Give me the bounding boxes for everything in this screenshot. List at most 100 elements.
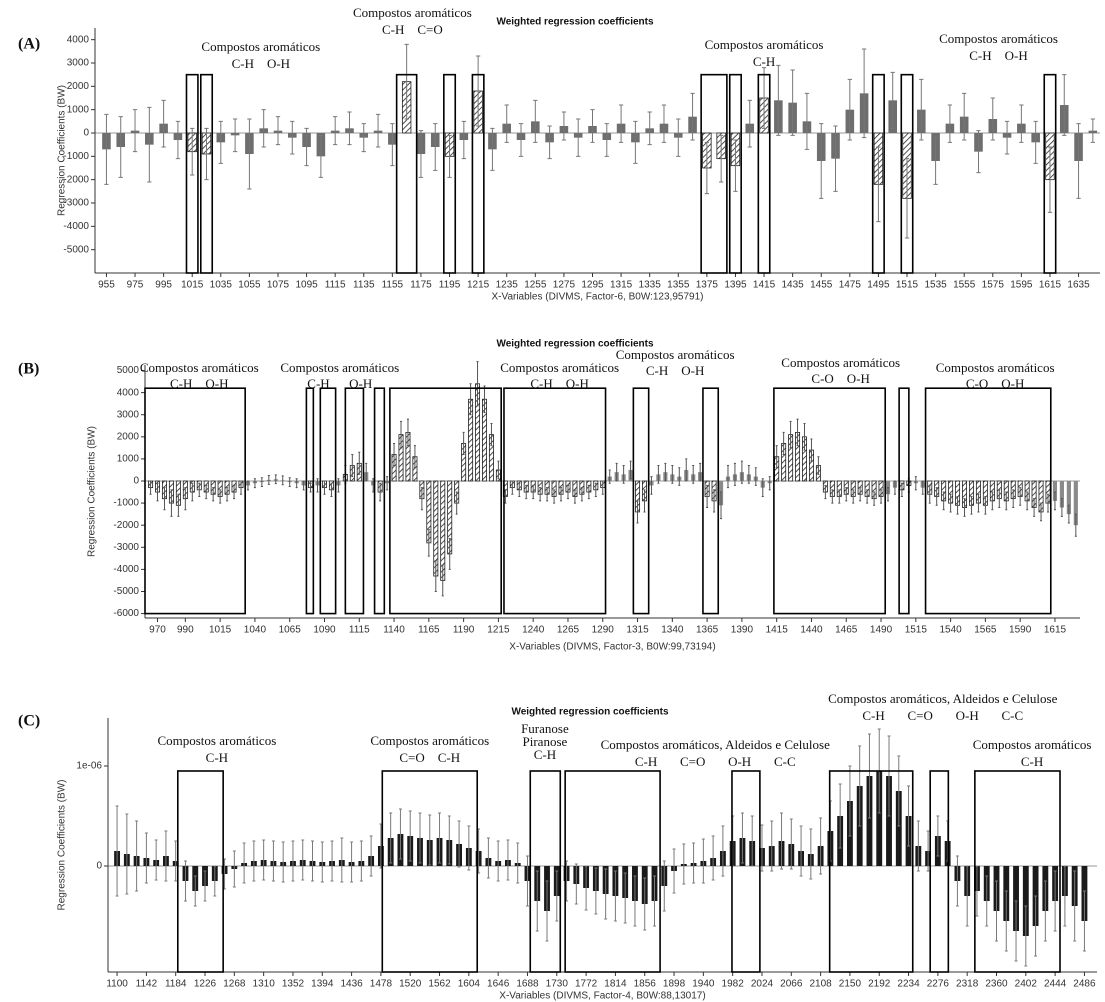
annotation: Compostos aromáticos <box>936 360 1055 375</box>
x-tick-label: 1015 <box>181 280 204 291</box>
x-tick-label: 1590 <box>1009 625 1032 636</box>
error-bar <box>198 482 201 497</box>
error-bar <box>690 92 695 141</box>
error-bar <box>662 860 666 912</box>
error-bar <box>447 815 451 865</box>
x-tick-label: 1355 <box>667 280 690 291</box>
error-bar <box>760 824 764 872</box>
error-bar <box>699 462 702 482</box>
error-bar <box>936 815 940 857</box>
error-bar <box>623 872 627 924</box>
annotation: C-H O-H <box>530 376 589 391</box>
error-bar <box>618 104 624 143</box>
error-bar <box>887 735 891 817</box>
x-tick-label: 1310 <box>253 979 276 990</box>
error-bar <box>154 839 158 881</box>
highlight-box <box>443 73 457 274</box>
bar <box>1066 481 1071 515</box>
error-bar <box>420 487 423 511</box>
error-bar <box>535 870 539 932</box>
error-bar <box>316 478 319 493</box>
x-tick-label: 1475 <box>839 280 862 291</box>
x-tick-label: 1065 <box>279 625 302 636</box>
error-bar <box>302 480 305 491</box>
highlight-box <box>305 387 315 615</box>
y-tick-label: -4000 <box>113 564 139 575</box>
y-tick-label: 3000 <box>117 409 140 420</box>
error-bar <box>587 484 590 500</box>
error-bar <box>995 880 998 942</box>
error-bar <box>340 837 344 883</box>
error-bar <box>747 465 750 484</box>
error-bar <box>274 474 277 485</box>
error-bar <box>650 476 653 495</box>
error-bar <box>330 840 334 882</box>
error-bar <box>907 785 911 847</box>
error-bar <box>281 841 285 883</box>
y-tick-label: 1000 <box>67 104 90 115</box>
annotation: Compostos aromáticos, Aldeidos e Celulos… <box>828 691 1058 706</box>
error-bar <box>719 134 724 183</box>
error-bar <box>861 48 867 139</box>
x-tick-label: 1275 <box>553 280 576 291</box>
x-tick-label: 1435 <box>782 280 805 291</box>
highlight-box <box>929 770 950 973</box>
x-tick-label: 1240 <box>522 625 545 636</box>
error-bar <box>559 487 563 502</box>
error-bar <box>399 420 403 449</box>
error-bar <box>288 477 291 488</box>
annotation: Compostos aromáticos <box>616 347 735 362</box>
error-bar <box>438 812 441 864</box>
error-bar <box>664 462 667 482</box>
error-bar <box>161 99 166 148</box>
error-bar <box>706 484 709 509</box>
error-bar <box>281 475 284 486</box>
error-bar <box>1043 880 1047 942</box>
x-tick-label: 2486 <box>1073 979 1096 990</box>
error-bar <box>879 489 883 504</box>
x-tick-label: 1340 <box>661 625 684 636</box>
error-bar <box>177 493 180 517</box>
error-bar <box>782 431 785 455</box>
annotation: Compostos aromáticos <box>201 39 320 54</box>
x-tick-label: 1165 <box>418 625 440 636</box>
error-bar <box>789 818 793 870</box>
x-tick-label: 2024 <box>751 979 774 990</box>
annotation: Compostos aromáticos <box>353 5 472 20</box>
x-tick-label: 1982 <box>722 979 745 990</box>
error-bar <box>991 491 994 511</box>
error-bar <box>799 825 803 877</box>
error-bar <box>1014 900 1018 962</box>
error-bar <box>433 123 438 171</box>
x-axis-label: X-Variables (DIVMS, Factor-6, B0W:123,95… <box>492 292 704 303</box>
error-bar <box>704 141 710 195</box>
x-tick-label: 1090 <box>313 625 336 636</box>
error-bar <box>1024 905 1028 967</box>
annotation: Compostos aromáticos <box>370 733 489 748</box>
error-bar <box>365 462 368 482</box>
annotation: C-O O-H <box>966 376 1025 391</box>
error-bar <box>546 487 549 502</box>
error-bar <box>726 465 730 489</box>
x-tick-label: 1352 <box>282 979 305 990</box>
error-bar <box>1040 502 1043 522</box>
annotation: C-H C=O O-H C-C <box>862 708 1023 723</box>
error-bar <box>290 120 295 155</box>
annotation: Compostos aromáticos <box>973 737 1092 752</box>
x-tick-label: 1215 <box>487 625 510 636</box>
x-tick-label: 1035 <box>210 280 233 291</box>
error-bar <box>804 92 810 150</box>
highlight-box <box>381 770 479 973</box>
x-tick-label: 2318 <box>956 979 979 990</box>
error-bar <box>361 123 366 153</box>
error-bar <box>461 120 466 160</box>
bar <box>876 771 883 866</box>
x-tick-label: 1265 <box>557 625 580 636</box>
x-tick-label: 1390 <box>731 625 754 636</box>
x-tick-label: 1415 <box>753 280 776 291</box>
x-tick-label: 1772 <box>575 979 598 990</box>
error-bar <box>379 482 382 502</box>
x-tick-label: 1898 <box>663 979 686 990</box>
error-bar <box>897 755 901 827</box>
